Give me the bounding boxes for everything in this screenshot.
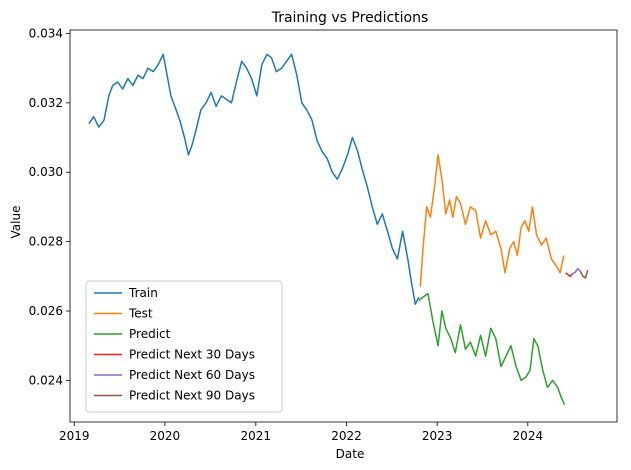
legend-label-test: Test	[128, 307, 153, 321]
legend-label-predict-next-60-days: Predict Next 60 Days	[129, 368, 255, 382]
y-axis-label: Value	[9, 206, 23, 239]
legend: Train Test Predict Predict Next 30 Days Pred…	[85, 280, 283, 413]
y-tick-label: 0.030	[29, 165, 63, 179]
y-axis: 0.024 0.026 0.028 0.030 0.032 0.034	[29, 26, 70, 387]
y-tick-label: 0.032	[29, 96, 63, 110]
plot-area	[69, 29, 618, 423]
chart-title: Training vs Predictions	[271, 10, 429, 26]
series-line-train	[88, 53, 420, 305]
x-tick-label: 2024	[513, 429, 544, 443]
x-tick-label: 2019	[59, 429, 90, 443]
legend-label-train: Train	[128, 286, 158, 300]
series-line-test	[419, 154, 565, 287]
x-axis-label: Date	[336, 447, 365, 461]
series-line-predict-next-60-days	[572, 267, 581, 275]
x-axis: 2019 2020 2021 2022 2023 2024	[59, 422, 543, 443]
x-tick-label: 2022	[331, 429, 362, 443]
series-line-predict-next-90-days	[579, 269, 589, 279]
legend-label-predict: Predict	[129, 327, 171, 341]
series-line-predict	[418, 292, 566, 406]
legend-label-predict-next-30-days: Predict Next 30 Days	[129, 348, 255, 362]
y-tick-label: 0.026	[29, 304, 63, 318]
legend-label-predict-next-90-days: Predict Next 90 Days	[129, 389, 255, 403]
legend-box	[85, 280, 283, 413]
plot-frame	[69, 29, 618, 423]
y-tick-label: 0.028	[29, 235, 63, 249]
x-tick-label: 2020	[150, 429, 181, 443]
x-tick-label: 2023	[422, 429, 453, 443]
y-tick-label: 0.034	[29, 26, 63, 40]
y-tick-label: 0.024	[29, 373, 63, 387]
series-line-predict-next-30-days	[565, 272, 574, 278]
x-tick-label: 2021	[241, 429, 272, 443]
